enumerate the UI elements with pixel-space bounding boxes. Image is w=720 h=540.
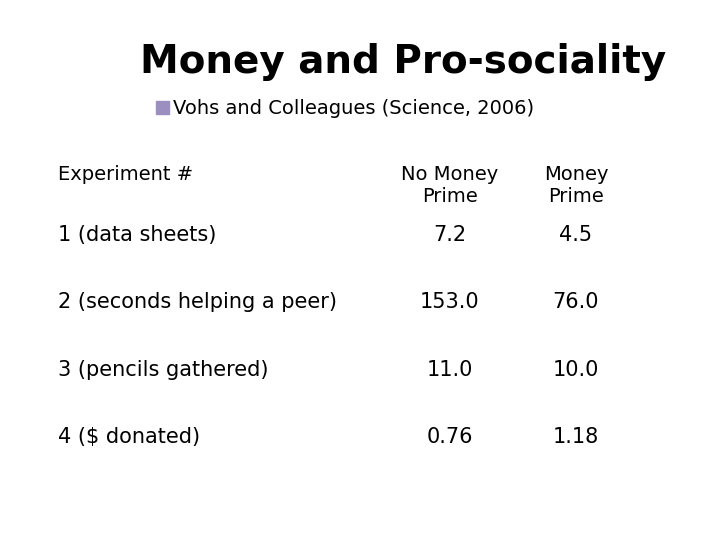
Text: Experiment #: Experiment # [58,165,193,184]
Text: 1 (data sheets): 1 (data sheets) [58,225,216,245]
Text: 11.0: 11.0 [427,360,473,380]
Text: 7.2: 7.2 [433,225,467,245]
Text: 4 ($ donated): 4 ($ donated) [58,427,199,448]
Text: 4.5: 4.5 [559,225,593,245]
Text: 0.76: 0.76 [427,427,473,448]
Text: Vohs and Colleagues (Science, 2006): Vohs and Colleagues (Science, 2006) [173,99,534,118]
Text: 10.0: 10.0 [553,360,599,380]
Text: Money and Pro-sociality: Money and Pro-sociality [140,43,666,81]
Text: 76.0: 76.0 [553,292,599,313]
Text: 153.0: 153.0 [420,292,480,313]
Text: 2 (seconds helping a peer): 2 (seconds helping a peer) [58,292,337,313]
Text: 3 (pencils gathered): 3 (pencils gathered) [58,360,268,380]
Text: No Money
Prime: No Money Prime [401,165,499,206]
Text: Money
Prime: Money Prime [544,165,608,206]
Text: 1.18: 1.18 [553,427,599,448]
